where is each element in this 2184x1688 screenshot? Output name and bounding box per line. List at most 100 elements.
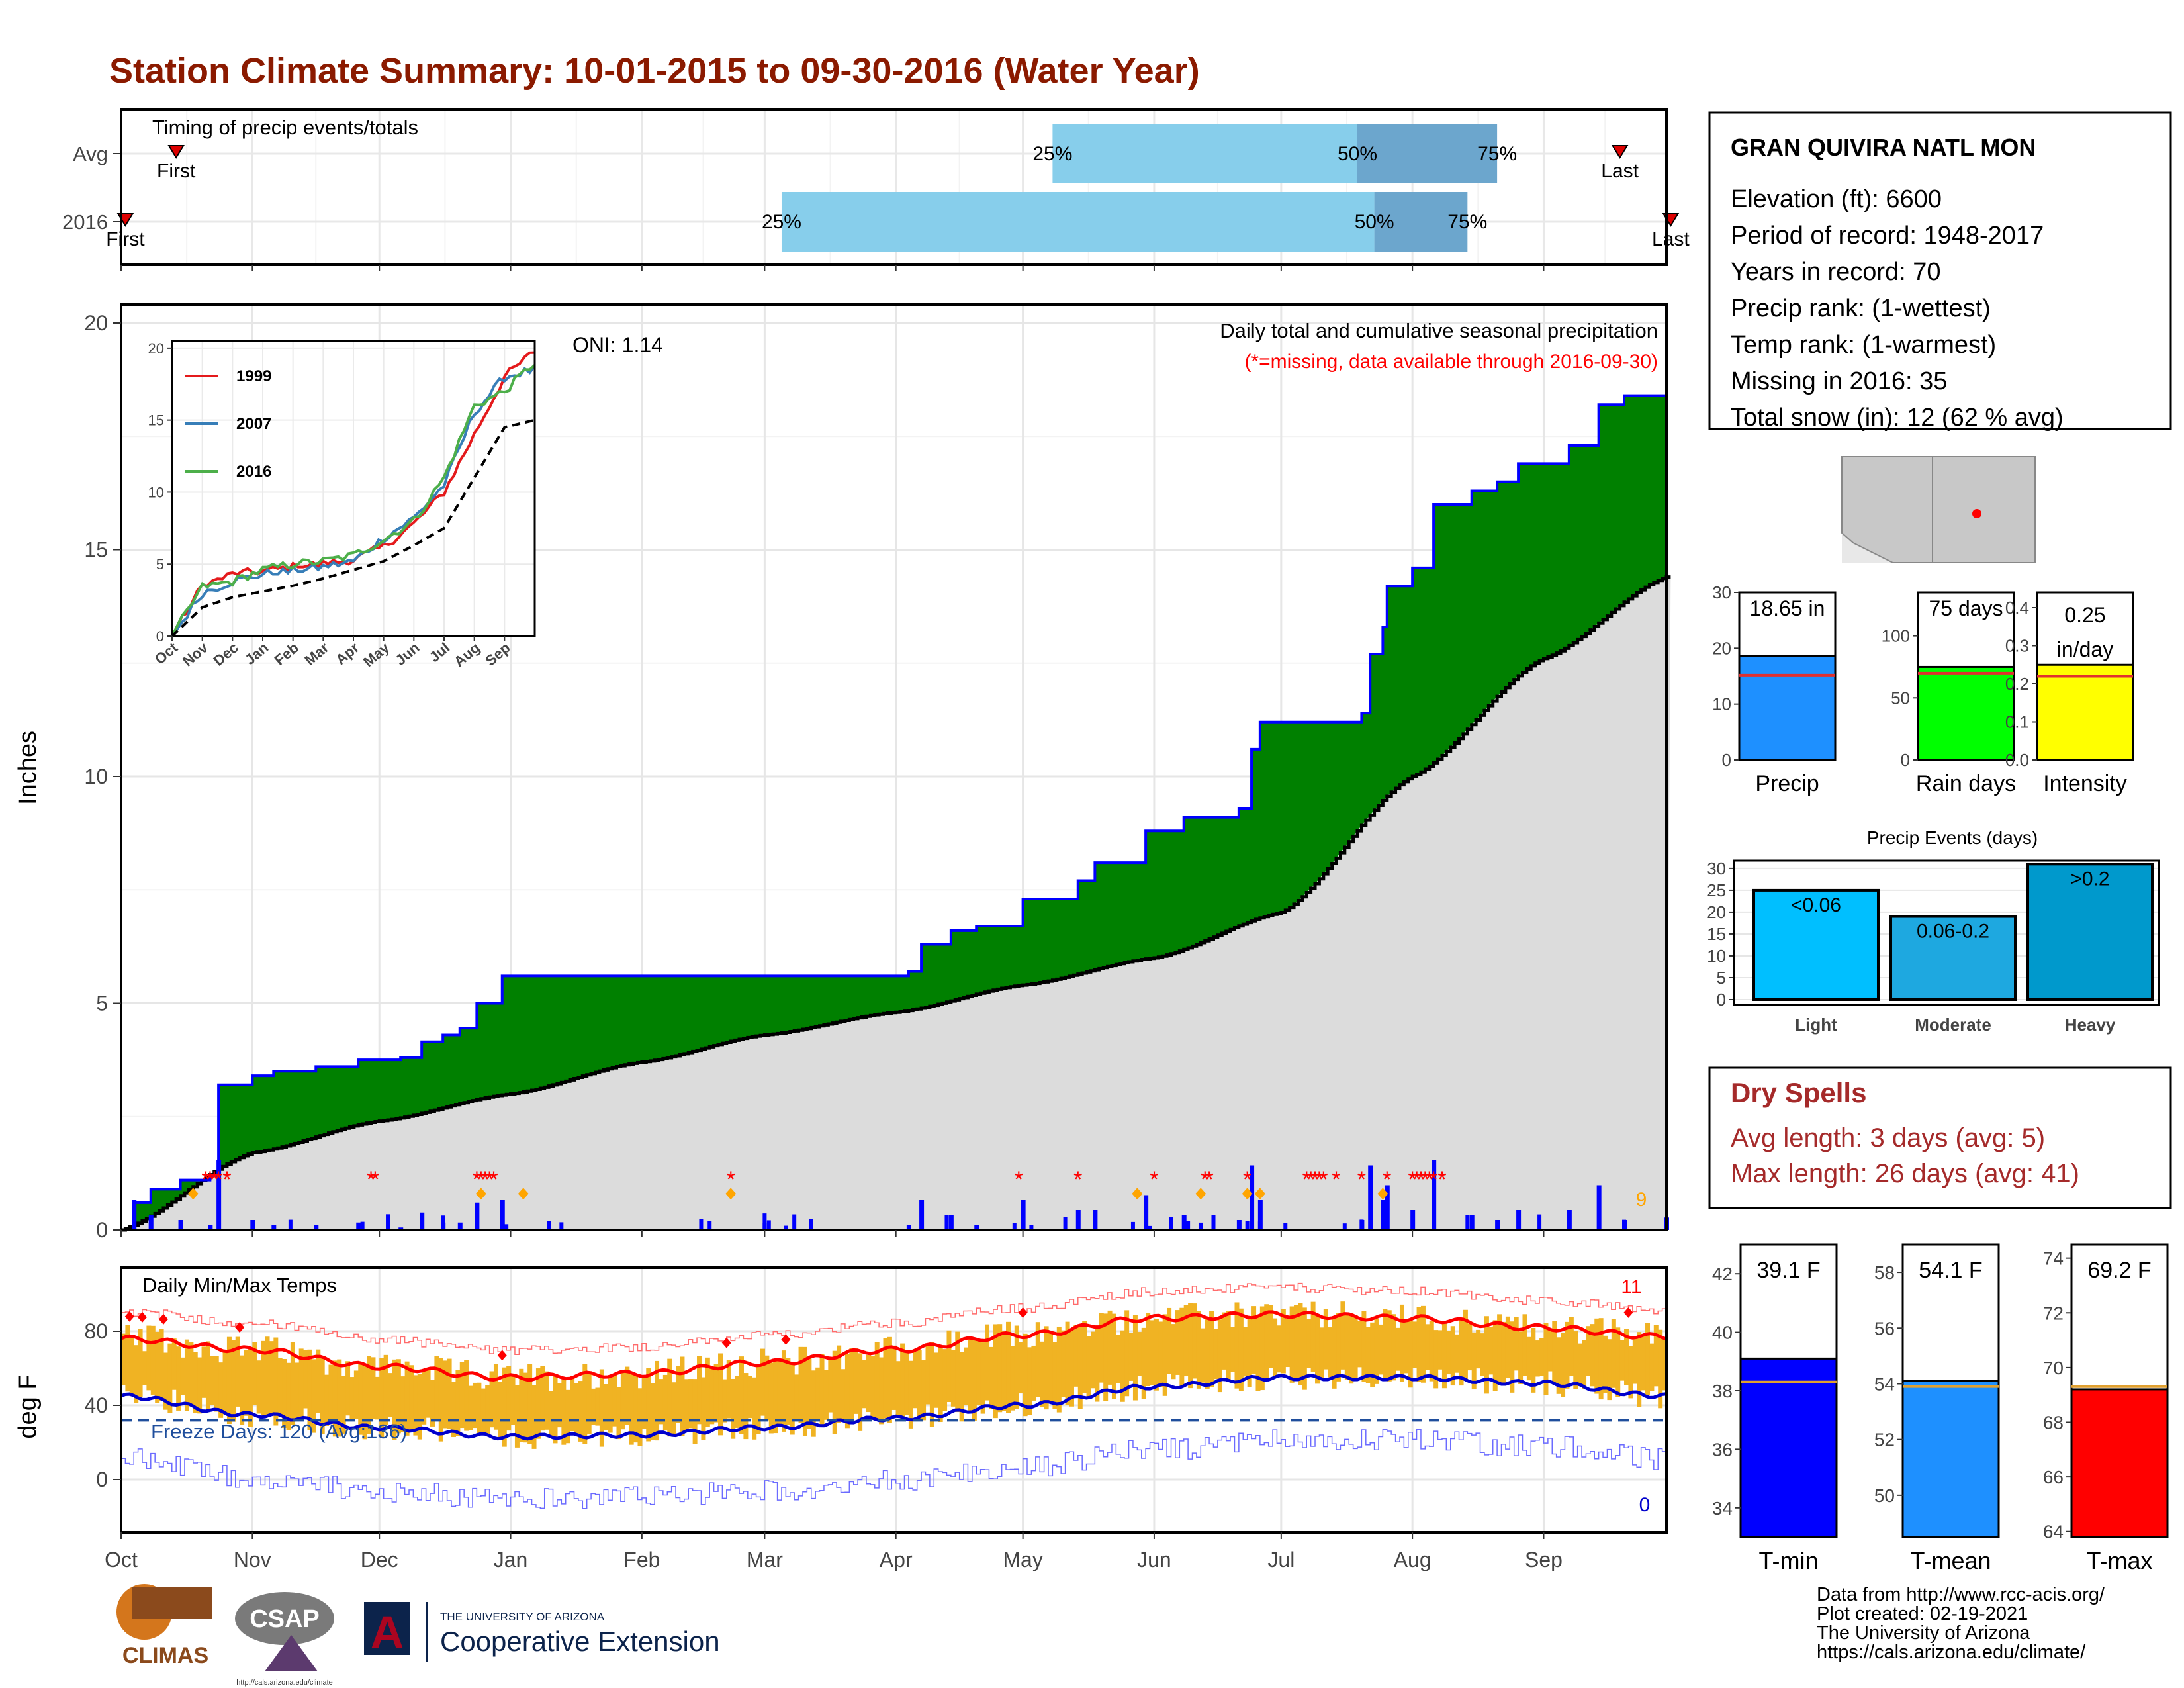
daily-temp-bar <box>409 1365 414 1431</box>
daily-temp-bar <box>709 1368 715 1425</box>
missing-marker: * <box>1357 1167 1366 1192</box>
daily-temp-bar <box>841 1369 846 1421</box>
daily-temp-bar <box>756 1365 761 1434</box>
temp-bar-tick-label: 72 <box>2043 1303 2064 1323</box>
mini-bar-tick-label: 50 <box>1891 688 1910 708</box>
daily-temp-bar <box>659 1379 664 1425</box>
daily-temp-bar <box>349 1377 355 1419</box>
missing-marker: * <box>1306 1167 1315 1192</box>
daily-temp-bar <box>514 1385 520 1448</box>
daily-temp-bar <box>1552 1321 1557 1385</box>
daily-precip-bar <box>1381 1221 1385 1230</box>
daily-temp-bar <box>646 1368 651 1442</box>
missing-marker: * <box>1315 1167 1324 1192</box>
daily-temp-bar <box>371 1357 376 1419</box>
daily-temp-bar <box>1518 1331 1524 1385</box>
daily-precip-bar <box>762 1223 767 1230</box>
temp-bar-tick-label: 42 <box>1712 1264 1733 1284</box>
daily-temp-bar <box>655 1360 660 1441</box>
snow-marker <box>518 1188 529 1200</box>
daily-precip-bar <box>148 1218 153 1230</box>
temp-ytick-label: 0 <box>96 1468 108 1491</box>
daily-temp-bar <box>1306 1319 1312 1368</box>
daily-temp-bar <box>692 1379 698 1444</box>
dry-spells-title: Dry Spells <box>1731 1077 1866 1108</box>
month-label: Sep <box>1525 1548 1563 1571</box>
missing-marker: * <box>1383 1167 1391 1192</box>
inset-ytick-label: 5 <box>156 556 164 573</box>
mini-bar-label: Intensity <box>2043 771 2127 796</box>
timing-q50-label: 50% <box>1338 143 1377 165</box>
daily-precip-bar <box>707 1220 712 1230</box>
daily-temp-bar <box>1196 1311 1201 1389</box>
daily-temp-bar <box>417 1374 422 1440</box>
daily-precip-bar <box>1257 1221 1262 1230</box>
daily-temp-bar <box>1628 1346 1633 1399</box>
inset-ytick-label: 0 <box>156 628 164 645</box>
timing-panel-label: Timing of precip events/totals <box>152 116 418 139</box>
daily-temp-bar <box>1294 1305 1299 1380</box>
events-tick-label: 10 <box>1707 946 1726 966</box>
events-bar-value: <0.06 <box>1791 894 1841 916</box>
daily-temp-bar <box>150 1325 156 1395</box>
daily-temp-bar <box>1171 1324 1176 1380</box>
daily-temp-bar <box>1488 1327 1494 1375</box>
daily-temp-bar <box>311 1359 316 1433</box>
daily-temp-bar <box>1535 1340 1540 1377</box>
daily-temp-bar <box>1624 1329 1629 1385</box>
daily-temp-bar <box>519 1368 524 1442</box>
daily-temp-bar <box>459 1362 465 1429</box>
timing-q75-label: 75% <box>1447 211 1487 233</box>
daily-precip-bar <box>1516 1210 1522 1230</box>
daily-temp-bar <box>1319 1327 1324 1380</box>
mini-bar-value-label: 18.65 in <box>1750 596 1825 620</box>
daily-precip-bar <box>1130 1221 1135 1230</box>
last-event-marker <box>1611 145 1629 159</box>
temp-bar-tick-label: 66 <box>2043 1467 2064 1487</box>
record-high-marker <box>781 1334 791 1345</box>
missing-marker: * <box>1319 1167 1328 1192</box>
temp-bar-tick-label: 58 <box>1874 1262 1895 1283</box>
daily-temp-bar <box>1154 1319 1159 1391</box>
daily-temp-bar <box>1586 1326 1591 1376</box>
daily-temp-bar <box>1310 1301 1316 1372</box>
daily-temp-bar <box>1505 1316 1510 1379</box>
daily-precip-bar <box>178 1220 183 1230</box>
average-area <box>121 577 1671 1230</box>
daily-precip-bar <box>1144 1222 1148 1230</box>
daily-precip-bar <box>906 1225 911 1230</box>
ua-logo-mark: A <box>371 1607 404 1658</box>
daily-temp-bar <box>155 1331 160 1403</box>
daily-temp-bar <box>134 1345 139 1403</box>
daily-temp-bar <box>879 1357 884 1425</box>
daily-temp-bar <box>1492 1320 1498 1391</box>
daily-temp-bar <box>1217 1319 1222 1393</box>
daily-temp-bar <box>1641 1334 1646 1391</box>
daily-precip-bar <box>809 1219 813 1230</box>
daily-precip-bar <box>1236 1220 1242 1230</box>
daily-temp-bar <box>1201 1328 1206 1383</box>
station-info-line: Period of record: 1948-2017 <box>1731 222 2044 250</box>
daily-temp-bar <box>248 1348 253 1427</box>
daily-temp-bar <box>197 1357 203 1414</box>
missing-marker: * <box>1302 1167 1311 1192</box>
daily-temp-bar <box>125 1325 130 1392</box>
daily-precip-bar <box>547 1221 551 1230</box>
daily-temp-bar <box>1446 1331 1451 1375</box>
missing-marker: * <box>1421 1167 1430 1192</box>
precip-count-label: 9 <box>1636 1189 1647 1211</box>
daily-temp-bar <box>921 1360 927 1421</box>
daily-temp-bar <box>328 1364 334 1425</box>
daily-temp-bar <box>1344 1315 1349 1380</box>
daily-temp-bar <box>1425 1324 1430 1370</box>
daily-temp-bar <box>502 1367 507 1447</box>
timing-bar-50-75 <box>1357 124 1498 183</box>
month-label: Aug <box>1394 1548 1432 1571</box>
daily-temp-bar <box>422 1369 427 1425</box>
daily-temp-bar <box>527 1364 533 1444</box>
daily-temp-bar <box>261 1340 266 1416</box>
station-info-box <box>1708 111 2172 430</box>
daily-temp-bar <box>1141 1327 1146 1399</box>
events-tick-label: 30 <box>1707 859 1726 878</box>
daily-temp-bar <box>1441 1323 1447 1389</box>
